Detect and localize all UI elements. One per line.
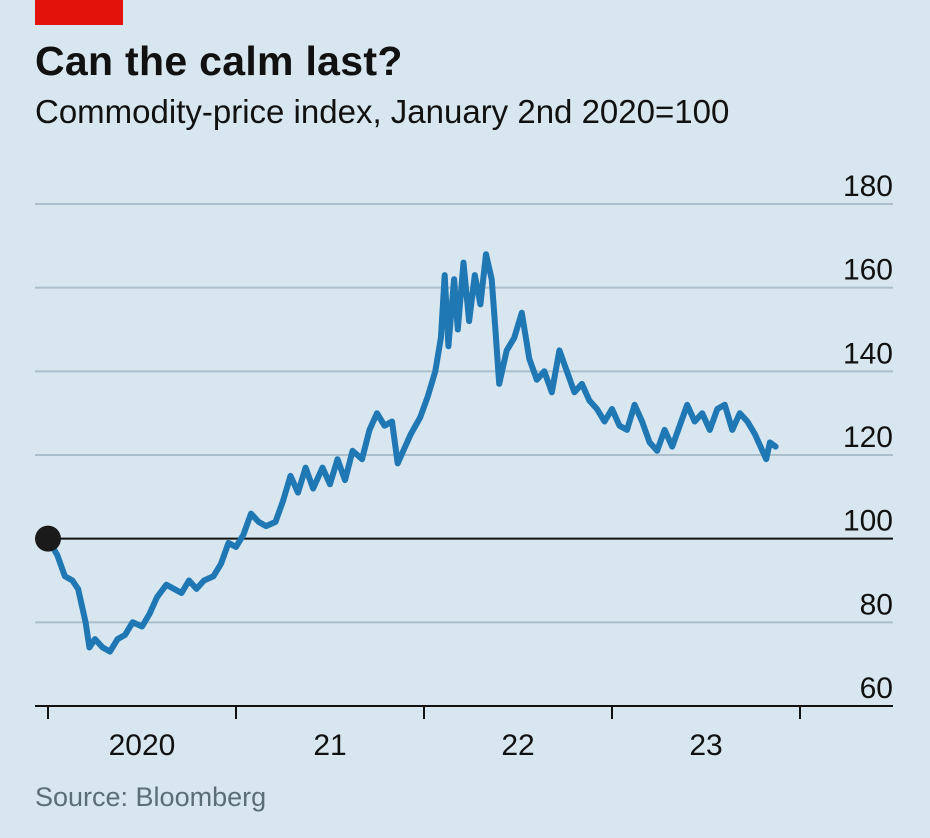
- economist-red-tag: [35, 0, 123, 25]
- x-tick-label-22: 22: [501, 729, 534, 762]
- series-line-0: [45, 251, 779, 655]
- x-tick-label-2020: 2020: [109, 729, 176, 762]
- chart-title: Can the calm last?: [35, 38, 403, 84]
- y-tick-label-60: 60: [860, 672, 893, 705]
- start-point-marker: [35, 525, 61, 552]
- y-tick-label-180: 180: [843, 170, 893, 203]
- source-note: Source: Bloomberg: [35, 782, 267, 812]
- y-tick-label-160: 160: [843, 254, 893, 287]
- y-tick-label-120: 120: [843, 421, 893, 454]
- x-tick-label-23: 23: [689, 729, 722, 762]
- y-tick-label-140: 140: [843, 337, 893, 370]
- y-tick-label-80: 80: [860, 588, 893, 621]
- chart-subtitle: Commodity-price index, January 2nd 2020=…: [35, 93, 730, 130]
- y-tick-label-100: 100: [843, 505, 893, 538]
- x-tick-label-21: 21: [313, 729, 346, 762]
